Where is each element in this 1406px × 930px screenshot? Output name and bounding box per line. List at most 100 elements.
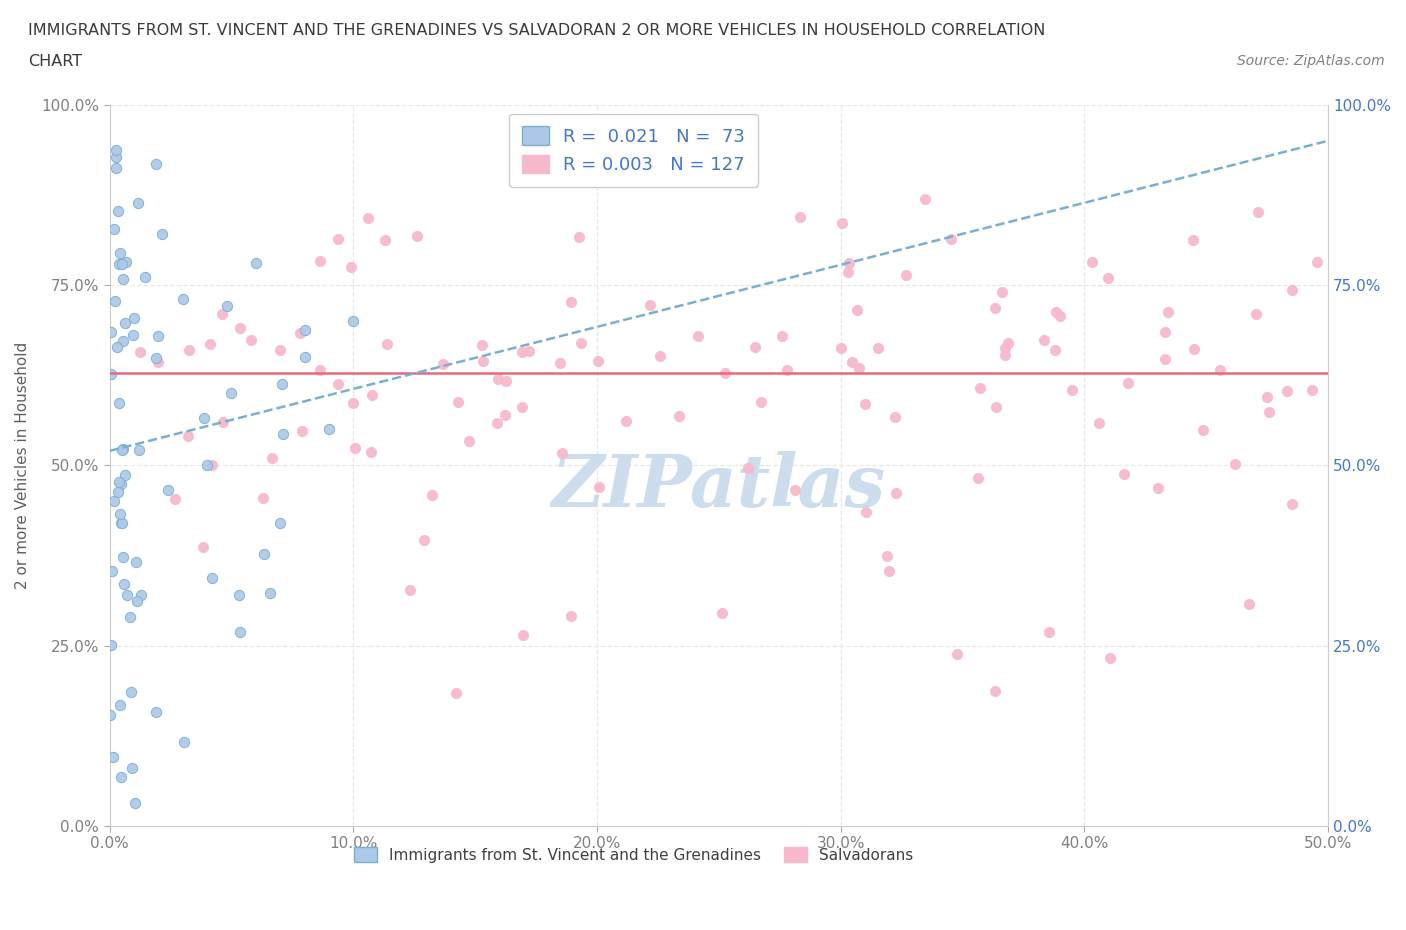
Point xyxy=(406,229,429,244)
Point xyxy=(361,388,384,403)
Point xyxy=(177,429,200,444)
Point xyxy=(495,374,517,389)
Point xyxy=(1301,382,1323,397)
Point xyxy=(294,350,316,365)
Point xyxy=(111,272,134,286)
Point xyxy=(512,628,534,643)
Point xyxy=(785,483,807,498)
Point xyxy=(150,226,173,241)
Point xyxy=(195,458,218,472)
Point xyxy=(486,416,509,431)
Point xyxy=(340,259,363,274)
Point xyxy=(110,507,132,522)
Point xyxy=(108,395,131,410)
Point xyxy=(1081,254,1104,269)
Point xyxy=(111,515,134,530)
Point xyxy=(1182,232,1205,247)
Point xyxy=(614,413,637,428)
Point xyxy=(967,471,990,485)
Point xyxy=(110,257,132,272)
Point xyxy=(831,216,853,231)
Point xyxy=(173,735,195,750)
Point xyxy=(163,492,186,507)
Point xyxy=(1032,332,1054,347)
Point xyxy=(686,328,709,343)
Point xyxy=(1112,467,1135,482)
Point xyxy=(398,582,420,597)
Point xyxy=(868,340,890,355)
Point xyxy=(568,229,591,244)
Point xyxy=(112,550,135,565)
Point xyxy=(447,395,470,410)
Text: ZIPatlas: ZIPatlas xyxy=(551,451,886,523)
Point xyxy=(1191,423,1213,438)
Point xyxy=(108,698,131,712)
Point xyxy=(294,322,316,337)
Point xyxy=(262,451,284,466)
Point xyxy=(789,210,811,225)
Point xyxy=(103,750,125,764)
Point xyxy=(221,386,243,401)
Point xyxy=(104,149,127,164)
Point xyxy=(252,491,274,506)
Point xyxy=(1209,363,1232,378)
Point xyxy=(838,255,860,270)
Point xyxy=(471,354,494,369)
Point xyxy=(104,294,127,309)
Point xyxy=(1045,305,1067,320)
Point xyxy=(179,342,201,357)
Point xyxy=(357,210,380,225)
Point xyxy=(486,372,509,387)
Point xyxy=(117,588,139,603)
Point xyxy=(114,316,136,331)
Point xyxy=(145,704,167,719)
Point xyxy=(271,427,294,442)
Point xyxy=(101,564,124,578)
Point xyxy=(991,285,1014,299)
Point xyxy=(326,232,349,246)
Point xyxy=(239,333,262,348)
Point xyxy=(1258,405,1281,419)
Point xyxy=(112,442,135,457)
Point xyxy=(342,396,364,411)
Point xyxy=(560,294,582,309)
Point xyxy=(855,504,877,519)
Point xyxy=(200,458,222,472)
Point xyxy=(145,351,167,365)
Point xyxy=(318,422,340,437)
Point xyxy=(100,637,122,652)
Point xyxy=(103,493,125,508)
Point xyxy=(124,311,146,325)
Point xyxy=(837,264,859,279)
Point xyxy=(148,354,170,369)
Point xyxy=(270,377,292,392)
Point xyxy=(1038,625,1060,640)
Point xyxy=(744,339,766,354)
Point xyxy=(444,685,467,700)
Point xyxy=(517,343,540,358)
Text: IMMIGRANTS FROM ST. VINCENT AND THE GRENADINES VS SALVADORAN 2 OR MORE VEHICLES : IMMIGRANTS FROM ST. VINCENT AND THE GREN… xyxy=(28,23,1046,38)
Point xyxy=(560,608,582,623)
Point xyxy=(945,646,967,661)
Point xyxy=(830,340,852,355)
Point xyxy=(309,363,332,378)
Point xyxy=(129,588,152,603)
Point xyxy=(229,625,252,640)
Point xyxy=(145,156,167,171)
Point xyxy=(1153,325,1175,339)
Point xyxy=(1147,480,1170,495)
Point xyxy=(110,769,132,784)
Point xyxy=(198,337,221,352)
Point xyxy=(156,483,179,498)
Point xyxy=(420,488,443,503)
Point xyxy=(512,399,534,414)
Point xyxy=(107,257,129,272)
Point xyxy=(107,474,129,489)
Point xyxy=(1223,457,1246,472)
Text: Source: ZipAtlas.com: Source: ZipAtlas.com xyxy=(1237,54,1385,68)
Point xyxy=(877,564,900,578)
Point xyxy=(1281,282,1303,297)
Point xyxy=(914,192,936,206)
Point xyxy=(121,328,143,343)
Point xyxy=(114,468,136,483)
